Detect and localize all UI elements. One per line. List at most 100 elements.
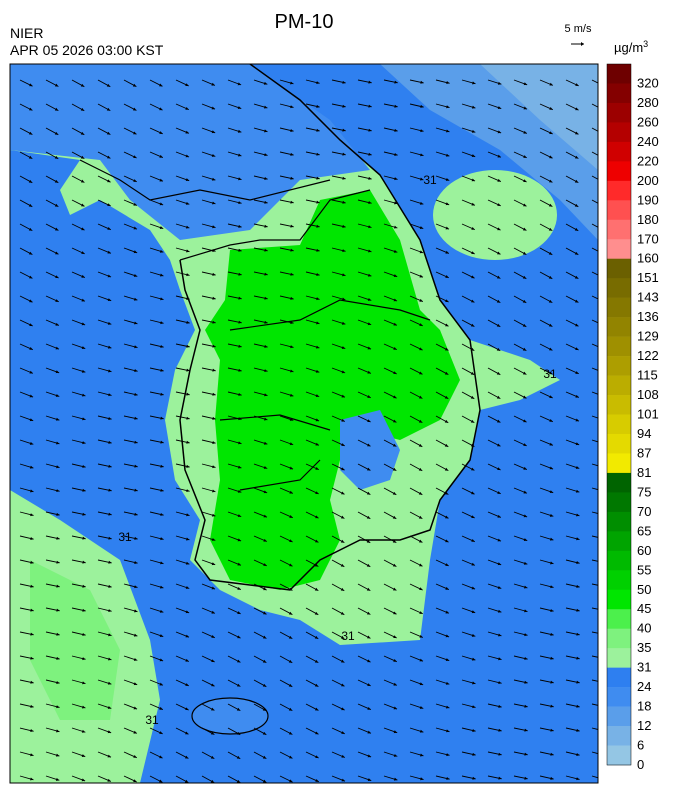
wind-arrow-head (28, 251, 33, 255)
wind-arrow-head (550, 609, 554, 612)
sea-lighter (480, 64, 598, 170)
wind-arrow-head (497, 106, 502, 109)
wind-arrow-head (81, 705, 86, 709)
contour-label: 31 (118, 530, 132, 544)
wind-arrow-head (82, 681, 86, 685)
colorbar-label: 45 (637, 601, 651, 616)
wind-arrow-head (445, 658, 450, 661)
wind-arrow-head (446, 753, 450, 757)
wind-arrow-head (523, 155, 527, 158)
wind-arrow-head (366, 515, 371, 519)
wind-arrow-head (498, 728, 502, 732)
wind-arrow-head (575, 347, 579, 351)
wind-arrow-head (133, 755, 137, 758)
wind-arrow-head (472, 729, 476, 732)
colorbar-cell (607, 492, 631, 513)
wind-arrow-head (29, 370, 33, 374)
wind-arrow-head (160, 344, 164, 348)
wind-arrow-head (314, 659, 319, 663)
colorbar-label: 0 (637, 757, 644, 772)
wind-arrow-head (418, 419, 423, 423)
colorbar-cell (607, 628, 631, 649)
wind-arrow-head (133, 274, 138, 277)
wind-arrow-head (575, 83, 579, 86)
wind-arrow (591, 295, 598, 300)
colorbar-cell (607, 122, 631, 143)
wind-arrow-head (56, 705, 60, 709)
wind-arrow-head (185, 178, 190, 182)
wind-arrow-head (212, 320, 216, 324)
wind-arrow-head (30, 656, 34, 660)
wind-arrow-head (575, 323, 579, 327)
colorbar-label: 24 (637, 679, 651, 694)
wind-arrow-head (602, 753, 605, 756)
wind-arrow-head (471, 515, 475, 518)
wind-arrow-head (264, 176, 268, 180)
wind-arrow-head (315, 345, 320, 349)
wind-arrow-head (446, 105, 450, 109)
wind-arrows (19, 79, 605, 783)
wind-arrow-head (186, 249, 190, 253)
wind-arrow-head (393, 635, 397, 638)
wind-arrow-head (549, 490, 554, 494)
wind-arrow-head (524, 680, 528, 684)
wind-arrow (591, 511, 598, 514)
colorbar-cell (607, 570, 631, 591)
wind-arrow-head (366, 635, 371, 639)
wind-arrow-head (472, 705, 476, 709)
wind-arrow-head (134, 609, 138, 613)
wind-arrow-head (419, 298, 423, 302)
wind-arrow-head (522, 323, 527, 327)
wind-arrow-head (522, 299, 527, 303)
wind-arrow-head (82, 560, 86, 564)
wind-arrow-head (134, 392, 138, 396)
wind-arrow-head (315, 491, 319, 494)
wind-arrow-head (601, 323, 604, 326)
wind-arrow-head (56, 489, 60, 493)
wind-arrow-head (108, 512, 112, 516)
wind-arrow-head (471, 610, 476, 614)
wind-arrow-head (368, 225, 372, 229)
colorbar-cell (607, 180, 631, 201)
wind-arrow-head (548, 299, 553, 303)
wind-arrow-head (263, 538, 267, 542)
wind-arrow-head (210, 731, 215, 735)
wind-arrow-head (80, 131, 85, 135)
colorbar-label: 320 (637, 75, 659, 90)
wind-arrow-head (160, 537, 164, 541)
wind-arrow-head (133, 682, 138, 686)
wind-arrow-head (367, 730, 371, 734)
wind-arrow-head (471, 657, 476, 661)
wind-arrow-head (159, 273, 164, 277)
wind-arrow-head (107, 226, 111, 230)
wind-arrow-head (237, 635, 241, 639)
wind-arrow-head (133, 250, 138, 254)
wind-arrow-head (497, 227, 501, 231)
wind-arrow-head (314, 611, 319, 615)
wind-arrow (591, 679, 598, 682)
wind-arrow-head (236, 683, 241, 687)
wind-arrow-head (574, 299, 579, 303)
wind-arrow-head (393, 346, 397, 350)
wind-arrow (591, 247, 598, 252)
wind-arrow (591, 103, 598, 108)
wind-arrow-head (238, 177, 242, 181)
wind-arrow-head (445, 610, 449, 614)
wind-arrow-head (80, 203, 85, 207)
wind-arrow-head (602, 537, 605, 540)
wind-arrow-head (496, 251, 501, 255)
wind-arrow-head (496, 347, 501, 351)
wind-arrow-head (392, 467, 397, 471)
wind-arrow-head (186, 537, 190, 541)
wind-arrow-head (470, 419, 475, 423)
wind-arrow-head (238, 417, 242, 421)
inland-blue (340, 410, 400, 490)
wind-arrow-head (264, 248, 268, 252)
wind-arrow-head (419, 587, 423, 591)
wind-arrow-head (289, 466, 294, 470)
west-land-mid (30, 560, 120, 720)
wind-arrow-head (316, 128, 320, 132)
wind-arrow-head (185, 586, 190, 589)
wind-arrow-head (419, 347, 423, 351)
colorbar-label: 260 (637, 114, 659, 129)
